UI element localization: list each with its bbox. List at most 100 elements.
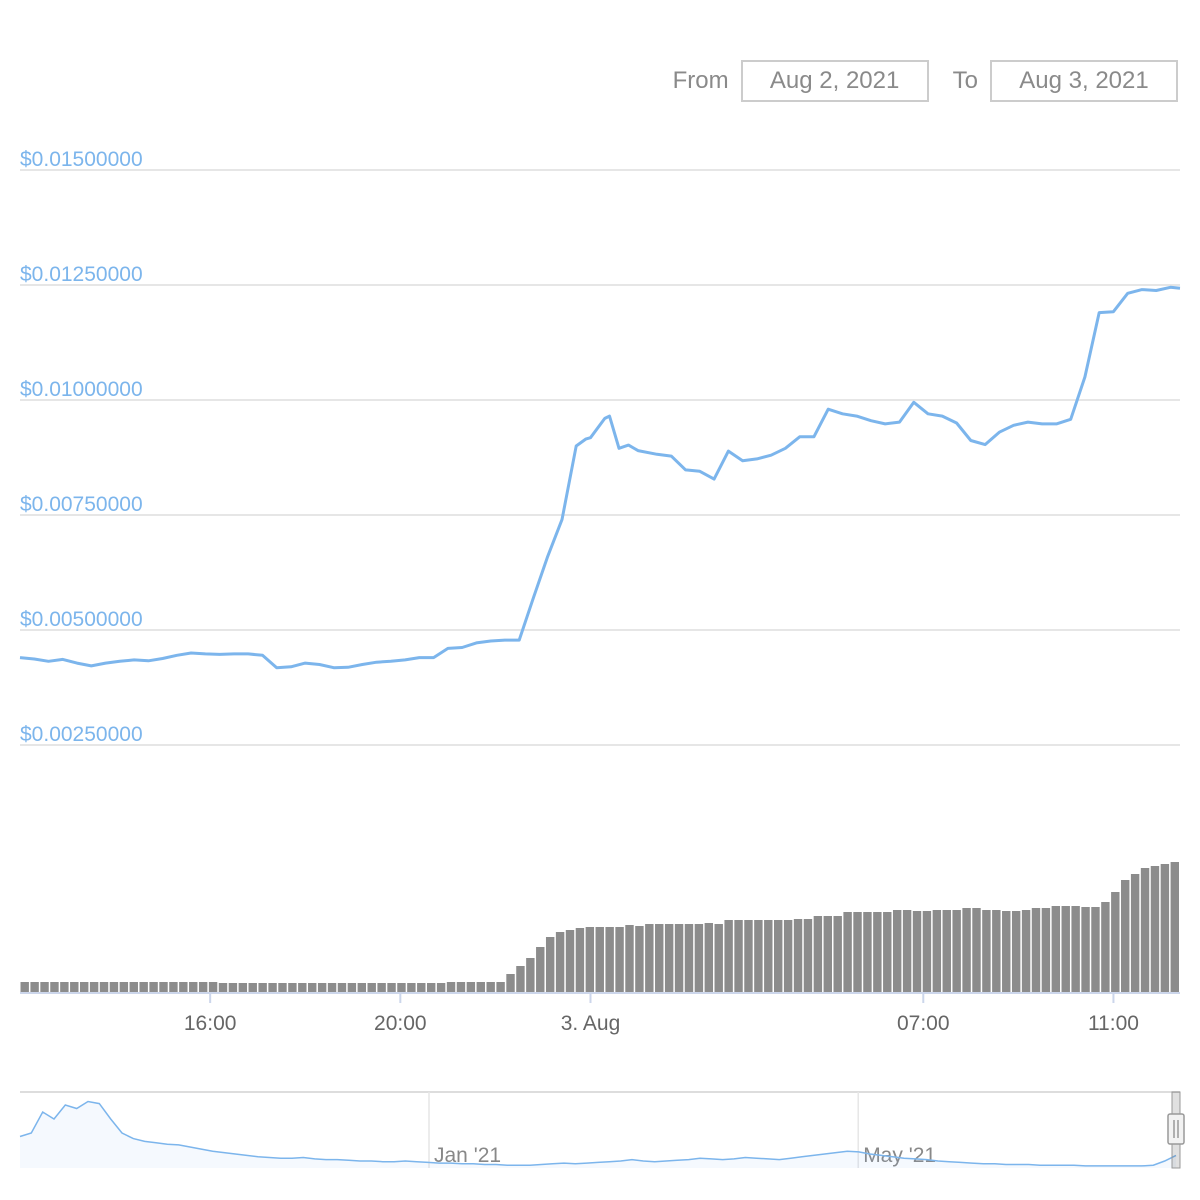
to-label: To	[952, 67, 978, 94]
volume-bar	[833, 916, 842, 992]
volume-bar	[298, 983, 307, 992]
x-tick-label: 07:00	[897, 1012, 950, 1035]
volume-bar	[129, 982, 138, 992]
volume-bar	[645, 924, 654, 992]
volume-bar	[436, 983, 446, 992]
volume-bar	[387, 983, 396, 992]
volume-bar	[1101, 902, 1110, 992]
volume-bar	[764, 920, 773, 992]
volume-bar	[278, 983, 287, 992]
volume-bar	[228, 983, 238, 992]
volume-bar	[208, 982, 218, 992]
y-gridlines	[20, 169, 1180, 746]
volume-bar	[466, 982, 476, 992]
x-tick-label: 16:00	[184, 1012, 237, 1035]
from-label: From	[672, 67, 729, 94]
volume-bar	[99, 982, 109, 992]
volume-bar	[843, 912, 852, 992]
volume-bar	[942, 910, 951, 992]
volume-bar	[70, 982, 79, 992]
volume-bar	[417, 983, 426, 992]
volume-bar	[357, 983, 367, 992]
volume-bar	[397, 983, 406, 992]
navigator-tick-label: Jan '21	[434, 1144, 501, 1167]
volume-bar	[308, 983, 317, 992]
volume-bar	[664, 924, 674, 992]
volume-bar	[347, 983, 357, 992]
volume-bar	[724, 920, 733, 992]
volume-bar	[704, 923, 714, 992]
y-tick-label: $0.00750000	[20, 493, 143, 516]
volume-bar	[595, 927, 604, 992]
volume-bar	[496, 982, 505, 992]
volume-bar	[516, 966, 525, 992]
volume-bar	[615, 927, 624, 992]
volume-bar	[1150, 866, 1160, 992]
volume-bar	[1011, 911, 1021, 992]
navigator[interactable]: Jan '21 May '21	[19, 1091, 1185, 1169]
x-axis-tick-labels: 16:00 20:00 3. Aug 07:00 11:00	[184, 1012, 1139, 1035]
volume-bar	[992, 910, 1001, 992]
volume-bar	[803, 919, 813, 992]
volume-bar	[575, 928, 585, 992]
volume-bar	[1130, 874, 1140, 992]
volume-bar	[198, 982, 208, 992]
volume-bar	[635, 926, 644, 992]
volume-bar	[456, 982, 466, 992]
volume-bar	[506, 974, 515, 992]
volume-bar	[79, 982, 89, 992]
volume-bar	[714, 924, 723, 992]
volume-bar	[169, 982, 178, 992]
volume-bar	[902, 910, 912, 992]
volume-bar	[625, 925, 634, 992]
volume-bar	[892, 910, 902, 992]
volume-bar	[774, 920, 783, 992]
volume-bar	[109, 982, 119, 992]
volume-bar	[89, 982, 99, 992]
price-line	[19, 285, 1181, 670]
y-axis-tick-labels: $0.01500000 $0.01250000 $0.01000000 $0.0075…	[20, 148, 143, 746]
navigator-line	[19, 1100, 1177, 1167]
y-tick-label: $0.01500000	[20, 148, 143, 171]
volume-bar	[694, 924, 704, 992]
volume-bar	[1111, 892, 1120, 992]
volume-bar	[179, 982, 188, 992]
volume-bar	[268, 983, 277, 992]
volume-bar	[446, 982, 456, 992]
volume-bar	[139, 982, 148, 992]
x-tick-label: 3. Aug	[561, 1012, 621, 1035]
volume-bar	[40, 982, 49, 992]
volume-bar	[149, 982, 158, 992]
volume-bar	[536, 947, 545, 992]
navigator-handle[interactable]	[1167, 1113, 1185, 1145]
volume-bar	[655, 924, 664, 992]
volume-bar	[863, 912, 872, 992]
volume-bar	[30, 982, 39, 992]
from-date-input[interactable]	[740, 60, 929, 102]
y-tick-label: $0.01250000	[20, 263, 143, 286]
volume-bar	[1121, 880, 1130, 992]
volume-bar	[1061, 906, 1070, 992]
volume-bar	[337, 983, 347, 992]
to-date-input[interactable]	[990, 60, 1178, 102]
navigator-tick-label: May '21	[863, 1144, 936, 1167]
volume-bar	[754, 920, 763, 992]
volume-bar	[60, 982, 69, 992]
volume-bar	[119, 982, 129, 992]
volume-bar	[883, 912, 892, 992]
volume-bar	[426, 983, 436, 992]
volume-bar	[159, 982, 168, 992]
volume-bar	[20, 982, 29, 992]
volume-bar	[555, 932, 565, 992]
volume-bar	[922, 911, 932, 992]
volume-bar	[50, 982, 59, 992]
volume-bar	[1091, 907, 1100, 992]
volume-bar	[952, 910, 961, 992]
y-tick-label: $0.01000000	[20, 378, 143, 401]
volume-bar	[1051, 906, 1061, 992]
volume-bar	[783, 920, 793, 992]
navigator-area	[20, 1101, 1176, 1168]
volume-bar	[1071, 906, 1080, 992]
volume-bar	[744, 920, 753, 992]
